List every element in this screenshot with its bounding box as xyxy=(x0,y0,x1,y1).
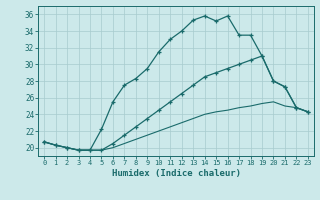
X-axis label: Humidex (Indice chaleur): Humidex (Indice chaleur) xyxy=(111,169,241,178)
